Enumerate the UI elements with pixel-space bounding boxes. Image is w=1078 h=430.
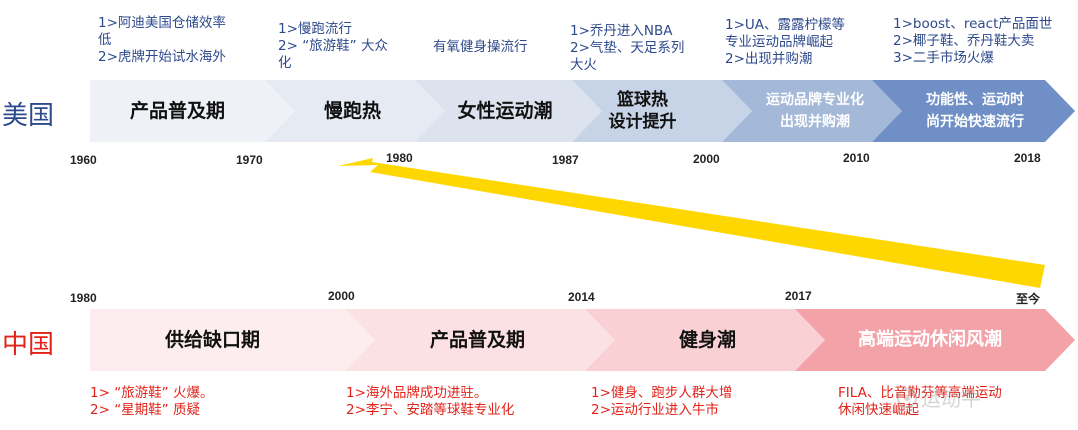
us-phase-6-label: 功能性、运动时 尚开始快速流行 [926, 92, 1024, 130]
cn-phase-4-shape [795, 309, 1075, 371]
cn-band [90, 309, 1075, 371]
us-year-1980: 1980 [386, 151, 413, 165]
us-year-2018: 2018 [1014, 151, 1041, 165]
watermark: 运动牛 [897, 383, 981, 412]
cn-phase-1-shape [90, 309, 375, 371]
us-note-2: 1>慢跑流行 2> “旅游鞋” 大众 化 [278, 21, 388, 71]
cn-phase-2-shape [345, 309, 615, 371]
catch-up-arrow [338, 158, 1045, 288]
us-phase-6-shape [872, 80, 1075, 142]
us-phase-5-label: 运动品牌专业化 出现并购潮 [766, 92, 864, 130]
cn-year-2017: 2017 [785, 289, 812, 303]
cn-note-2: 1>海外品牌成功进驻。 2>李宁、安踏等球鞋专业化 [346, 385, 515, 418]
us-phase-1-shape [90, 80, 295, 142]
us-country-label: 美国 [2, 101, 55, 131]
us-year-1960: 1960 [70, 153, 97, 167]
us-phase-3-label: 女性运动潮 [457, 100, 553, 122]
us-note-5: 1>UA、露露柠檬等 专业运动品牌崛起 2>出现并购潮 [725, 17, 846, 67]
cn-year-2014: 2014 [568, 290, 595, 304]
us-note-6: 1>boost、react产品面世 2>椰子鞋、乔丹鞋大卖 3>二手市场火爆 [893, 16, 1053, 66]
us-year-2000: 2000 [693, 152, 720, 166]
us-phase-4-label: 篮球热 设计提升 [608, 90, 677, 132]
us-phase-4-shape [572, 80, 752, 142]
watermark-logo-icon [897, 387, 917, 408]
us-phase-3-shape [415, 80, 602, 142]
us-note-4: 1>乔丹进入NBA 2>气垫、天足系列 大火 [570, 23, 685, 73]
cn-note-3: 1>健身、跑步人群大增 2>运动行业进入牛市 [591, 385, 733, 418]
cn-year-1980: 1980 [70, 291, 97, 305]
us-phase-5-shape [722, 80, 902, 142]
us-year-1987: 1987 [552, 153, 579, 167]
us-band [90, 80, 1075, 142]
us-note-3: 有氧健身操流行 [433, 39, 528, 55]
cn-country-label: 中国 [2, 330, 55, 360]
cn-phase-3-shape [585, 309, 825, 371]
watermark-text: 运动牛 [921, 387, 981, 411]
us-year-2010: 2010 [843, 151, 870, 165]
cn-phase-3-label: 健身潮 [678, 329, 736, 351]
cn-note-4: FILA、比音勒芬等高端运动 休闲快速崛起 [838, 385, 1002, 418]
us-phase-2-shape [265, 80, 445, 142]
cn-phase-1-label: 供给缺口期 [164, 329, 260, 351]
us-note-1: 1>阿迪美国仓储效率 低 2>虎牌开始试水海外 [98, 15, 226, 65]
us-phase-1-label: 产品普及期 [129, 100, 225, 122]
us-year-1970: 1970 [236, 153, 263, 167]
cn-year-now: 至今 [1016, 292, 1041, 306]
us-phase-2-label: 慢跑热 [323, 100, 381, 122]
cn-phase-4-label: 高端运动休闲风潮 [858, 329, 1002, 350]
cn-phase-2-label: 产品普及期 [429, 329, 525, 351]
cn-note-1: 1> “旅游鞋” 火爆。 2> “星期鞋” 质疑 [90, 385, 214, 418]
cn-year-2000: 2000 [328, 289, 355, 303]
